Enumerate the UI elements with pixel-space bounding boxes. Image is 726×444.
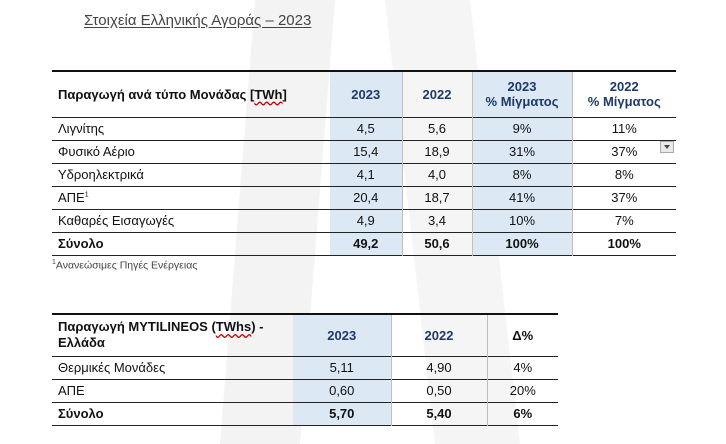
value-2023: 20,4 [330,186,403,209]
table-total-row: Σύνολο 49,2 50,6 100% 100% [52,232,676,255]
table-row: Καθαρές Εισαγωγές 4,9 3,4 10% 7% [52,209,676,232]
row-label: ΑΠΕ [58,383,85,398]
generation-by-unit-table: Παραγωγή ανά τύπο Μονάδας [TWh] 2023 202… [52,70,676,256]
value-2022: 18,9 [402,140,473,163]
row-label: Λιγνίτης [58,121,105,136]
total-label: Σύνολο [58,406,104,421]
mix-2023: 9% [472,117,573,140]
mix-2022: 7% [614,213,634,228]
table-header-label: Παραγωγή MYTILINEOS (TWhs) - Ελλάδα [58,319,264,351]
column-header-2022: 2022 [391,314,488,356]
mix-2023: 10% [472,209,573,232]
table-header-row: Παραγωγή MYTILINEOS (TWhs) - Ελλάδα 2023 … [52,314,558,356]
chevron-down-icon [664,145,670,149]
mix-2022: 37% [611,144,638,159]
mix-2023: 8% [472,163,573,186]
value-2022: 4,0 [402,163,473,186]
table-row: Λιγνίτης 4,5 5,6 9% 11% [52,117,676,140]
value-2023: 4,9 [330,209,403,232]
delta-value: 20% [509,383,536,398]
cell-dropdown-button[interactable] [660,141,674,153]
column-header-mix-2022: 2022% Μίγματος [587,79,661,110]
value-2022: 3,4 [402,209,473,232]
table-header-row: Παραγωγή ανά τύπο Μονάδας [TWh] 2023 202… [52,71,676,117]
footnote: 1Ανανεώσιμες Πηγές Ενέργειας [52,259,198,272]
total-delta: 6% [513,406,533,421]
footnote-marker: 1 [84,191,89,199]
mix-2023: 41% [472,186,573,209]
row-label: Θερμικές Μονάδες [58,360,166,375]
total-2022: 50,6 [402,232,473,255]
column-header-2022: 2022 [402,71,473,117]
mix-2022: 11% [611,121,637,136]
value-2022: 5,6 [402,117,473,140]
total-2023: 5,70 [293,402,392,425]
mix-2023: 31% [472,140,573,163]
row-label: Φυσικό Αέριο [58,144,135,159]
total-2022: 5,40 [391,402,488,425]
value-2022: 18,7 [402,186,473,209]
table-header-label: Παραγωγή ανά τύπο Μονάδας [TWh] [58,86,287,102]
total-label: Σύνολο [58,236,104,251]
delta-value: 4% [513,360,533,375]
value-2023: 4,5 [330,117,403,140]
table-row: Φυσικό Αέριο 15,4 18,9 31% 37% [52,140,676,163]
mix-2022: 8% [614,167,634,182]
total-mix-2023: 100% [472,232,573,255]
table-row: ΑΠΕ1 20,4 18,7 41% 37% [52,186,676,209]
value-2023: 5,11 [293,356,392,379]
column-header-2023: 2023 [330,71,403,117]
value-2023: 0,60 [293,379,392,402]
page-title: Στοιχεία Ελληνικής Αγοράς – 2023 [84,12,312,29]
mytilineos-generation-table: Παραγωγή MYTILINEOS (TWhs) - Ελλάδα 2023 … [52,313,558,426]
total-2023: 49,2 [330,232,403,255]
mix-2022: 37% [611,190,638,205]
value-2022: 0,50 [391,379,488,402]
table-row: Υδροηλεκτρικά 4,1 4,0 8% 8% [52,163,676,186]
row-label: Καθαρές Εισαγωγές [58,213,175,228]
row-label: Υδροηλεκτρικά [58,167,144,182]
value-2023: 15,4 [330,140,403,163]
table-row: ΑΠΕ 0,60 0,50 20% [52,379,558,402]
table-row: Θερμικές Μονάδες 5,11 4,90 4% [52,356,558,379]
column-header-mix-2023: 2023% Μίγματος [472,71,573,117]
total-mix-2022: 100% [607,236,641,251]
column-header-delta: Δ% [512,327,534,343]
table-total-row: Σύνολο 5,70 5,40 6% [52,402,558,425]
column-header-2023: 2023 [293,314,392,356]
value-2022: 4,90 [391,356,488,379]
row-label: ΑΠΕ1 [58,190,89,205]
value-2023: 4,1 [330,163,403,186]
